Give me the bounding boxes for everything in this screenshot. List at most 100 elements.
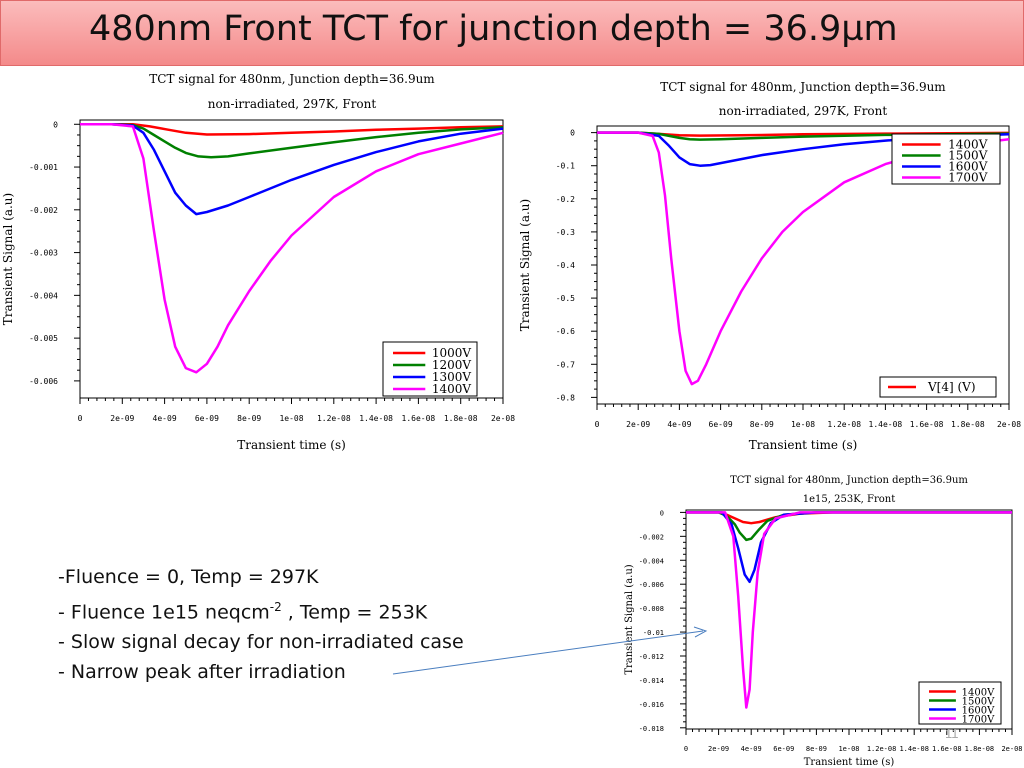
series-line-1300V <box>80 123 504 216</box>
legend-label: V[4] (V) <box>927 380 976 394</box>
y-tick-label: -0.002 <box>29 206 58 215</box>
x-tick-label: 2e-09 <box>626 420 650 429</box>
y-tick-label: -0.018 <box>639 725 664 733</box>
x-tick-label: 1.8e-08 <box>951 420 985 429</box>
y-tick-label: -0.2 <box>556 195 575 204</box>
series-line-1200V <box>80 123 504 159</box>
chart-subtitle: non-irradiated, 297K, Front <box>208 97 377 111</box>
y-tick-label: 0 <box>570 129 575 138</box>
x-tick-label: 2e-08 <box>1001 745 1022 753</box>
legend-label: 1400V <box>948 138 988 152</box>
y-tick-label: -0.008 <box>639 605 664 613</box>
x-tick-label: 2e-09 <box>708 745 729 753</box>
y-tick-label: -0.3 <box>556 228 575 237</box>
bullet-superscript: -2 <box>269 600 282 614</box>
series-line-1700V <box>686 511 1012 709</box>
y-tick-label: -0.6 <box>556 327 575 336</box>
x-axis-label: Transient time (s) <box>749 438 858 452</box>
bullet-item: - Fluence 1e15 neqcm-2 , Temp = 253K <box>58 592 464 627</box>
series-line-1400V <box>686 511 1012 525</box>
y-tick-label: -0.002 <box>639 533 664 541</box>
legend-label: 1700V <box>962 715 995 726</box>
y-tick-label: -0.006 <box>29 377 58 386</box>
legend-label: 1000V <box>432 346 472 360</box>
x-tick-label: 1e-08 <box>791 420 815 429</box>
x-tick-label: 1.4e-08 <box>899 745 929 753</box>
bullet-item: - Slow signal decay for non-irradiated c… <box>58 631 464 654</box>
y-tick-label: -0.5 <box>556 294 575 303</box>
bullet-list: -Fluence = 0, Temp = 297K - Fluence 1e15… <box>58 562 464 687</box>
x-tick-label: 0 <box>684 745 688 753</box>
y-axis-label: Transient Signal (a.u) <box>624 564 635 674</box>
page-number: 11 <box>945 726 959 741</box>
legend-label: 1400V <box>962 688 995 699</box>
chart-subtitle: non-irradiated, 297K, Front <box>719 104 888 118</box>
x-tick-label: 1.6e-08 <box>932 745 962 753</box>
x-tick-label: 1.8e-08 <box>444 414 478 423</box>
x-tick-label: 2e-08 <box>997 420 1021 429</box>
y-tick-label: -0.014 <box>639 677 664 685</box>
annotation-arrowhead <box>693 626 708 638</box>
chart-title: TCT signal for 480nm, Junction depth=36.… <box>730 475 968 486</box>
bullet-item: - Narrow peak after irradiation <box>58 661 346 684</box>
x-tick-label: 1.2e-08 <box>317 414 351 423</box>
y-tick-label: -0.8 <box>556 393 575 402</box>
y-axis-label: Transient Signal (a.u) <box>518 199 532 331</box>
x-tick-label: 6e-09 <box>195 414 219 423</box>
series-line-1000V <box>80 123 504 136</box>
legend-box <box>918 681 1002 725</box>
x-tick-label: 4e-09 <box>153 414 177 423</box>
y-axis-label: Transient Signal (a.u) <box>1 193 15 325</box>
x-tick-label: 6e-09 <box>709 420 733 429</box>
bullet-text: , Temp = 253K <box>281 601 428 624</box>
x-tick-label: 1.6e-08 <box>910 420 944 429</box>
y-tick-label: 0 <box>660 509 664 517</box>
bullet-text: - Fluence 1e15 neqcm <box>58 601 270 624</box>
legend-label: 1600V <box>948 160 988 174</box>
x-axis-label: Transient time (s) <box>804 757 895 768</box>
chart-title: TCT signal for 480nm, Junction depth=36.… <box>149 72 435 86</box>
legend-box <box>891 133 1001 185</box>
bullet-item: -Fluence = 0, Temp = 297K <box>58 566 319 588</box>
y-tick-label: -0.006 <box>639 581 664 589</box>
y-tick-label: -0.01 <box>643 629 664 637</box>
y-tick-label: -0.1 <box>556 162 575 171</box>
x-tick-label: 4e-09 <box>667 420 691 429</box>
x-tick-label: 4e-09 <box>741 745 762 753</box>
y-tick-label: -0.001 <box>29 163 58 172</box>
y-tick-label: -0.4 <box>556 261 575 270</box>
legend-label: 1200V <box>432 358 472 372</box>
title-bar: 480nm Front TCT for junction depth = 36.… <box>0 0 1024 66</box>
legend-label: 1700V <box>948 171 988 185</box>
x-tick-label: 1.2e-08 <box>827 420 861 429</box>
series-line-1700V <box>597 131 1010 386</box>
x-tick-label: 0 <box>595 420 600 429</box>
y-tick-label: -0.004 <box>29 291 58 300</box>
x-tick-label: 1e-08 <box>279 414 303 423</box>
chart-title: TCT signal for 480nm, Junction depth=36.… <box>660 80 946 94</box>
legend-label: 1300V <box>432 370 472 384</box>
y-tick-label: -0.012 <box>639 653 664 661</box>
x-tick-label: 6e-09 <box>773 745 794 753</box>
legend-label: 1400V <box>432 382 472 396</box>
x-axis-label: Transient time (s) <box>237 438 346 452</box>
x-tick-label: 1.6e-08 <box>402 414 436 423</box>
x-tick-label: 8e-09 <box>750 420 774 429</box>
x-tick-label: 2e-08 <box>491 414 515 423</box>
slide-title: 480nm Front TCT for junction depth = 36.… <box>89 9 898 49</box>
legend-label: 1600V <box>962 706 995 717</box>
y-tick-label: -0.004 <box>639 557 664 565</box>
x-tick-label: 8e-09 <box>237 414 261 423</box>
x-tick-label: 0 <box>78 414 83 423</box>
series-line-1500V <box>597 131 1010 141</box>
x-tick-label: 1.4e-08 <box>869 420 903 429</box>
x-tick-label: 1.8e-08 <box>965 745 995 753</box>
y-tick-label: 0 <box>53 120 58 129</box>
series-line-1400V <box>80 123 504 374</box>
y-tick-label: -0.016 <box>639 701 664 709</box>
legend-label: 1500V <box>948 149 988 163</box>
legend-box <box>382 341 478 397</box>
x-tick-label: 2e-09 <box>110 414 134 423</box>
x-tick-label: 1e-08 <box>838 745 859 753</box>
